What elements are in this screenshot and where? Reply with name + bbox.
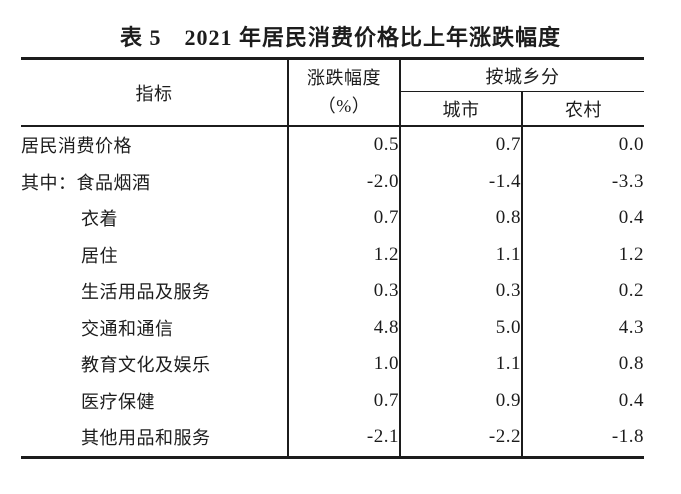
change-pct-cell: 4.8: [288, 309, 401, 346]
rural-cell: 1.2: [618, 243, 644, 265]
row-label: 其他用品和服务: [81, 428, 211, 449]
urban-cell: 5.0: [400, 309, 523, 346]
change-pct-cell: 0.3: [288, 273, 401, 310]
row-label: 教育文化及娱乐: [81, 355, 211, 376]
row-label: 居住: [81, 245, 118, 266]
indicator-cell: 生活用品及服务: [21, 273, 289, 310]
header-row-1: 指标 涨跌幅度 （%） 按城乡分: [21, 58, 644, 127]
table-row: 教育文化及娱乐 1.0 1.1 0.8: [21, 346, 644, 383]
header-row-2: 城市 农村: [21, 91, 644, 127]
change-pct-cell: -2.1: [288, 419, 401, 457]
table-title: 表 5 2021 年居民消费价格比上年涨跌幅度: [119, 25, 561, 50]
rural-cell: -1.8: [611, 426, 644, 448]
rural-cell: 0.2: [618, 280, 644, 302]
table-row: 其中：食品烟酒 -2.0 -1.4 -3.3: [21, 163, 644, 200]
urban-cell: 1.1: [400, 346, 523, 383]
indicator-cell: 其中：食品烟酒: [21, 163, 289, 200]
col-header-change-pct: 涨跌幅度 （%）: [288, 58, 401, 127]
urban-cell: 0.8: [400, 200, 523, 237]
row-label: 医疗保健: [81, 391, 155, 412]
table-row: 医疗保健 0.7 0.9 0.4: [21, 382, 644, 419]
change-pct-cell: 1.2: [288, 236, 401, 273]
indicator-cell: 居民消费价格: [21, 126, 289, 164]
row-label: 食品烟酒: [76, 172, 151, 193]
indicator-cell: 医疗保健: [21, 382, 289, 419]
row-prefix: 其中：: [21, 172, 77, 193]
col-header-change-pct-line1: 涨跌幅度: [307, 67, 381, 88]
indicator-cell: 其他用品和服务: [21, 419, 289, 457]
table-row: 其他用品和服务 -2.1 -2.2 -1.8: [21, 419, 644, 457]
urban-cell: 1.1: [400, 236, 523, 273]
col-header-change-pct-line2: （%）: [317, 95, 371, 116]
urban-cell: -2.2: [400, 419, 523, 457]
rural-cell: 0.4: [618, 389, 644, 411]
change-pct-cell: 1.0: [288, 346, 401, 383]
table-row: 交通和通信 4.8 5.0 4.3: [21, 309, 644, 346]
row-label: 生活用品及服务: [81, 282, 211, 303]
urban-cell: -1.4: [400, 163, 523, 200]
rural-cell: 0.8: [618, 353, 644, 375]
table-row: 生活用品及服务 0.3 0.3 0.2: [21, 273, 644, 310]
table-header: 指标 涨跌幅度 （%） 按城乡分 城市 农村: [21, 58, 644, 127]
col-header-rural: 农村: [522, 91, 644, 127]
cpi-table: 指标 涨跌幅度 （%） 按城乡分 城市 农村 居民消费价格 0.5 0.7 0.…: [21, 57, 644, 459]
rural-cell: 0.4: [618, 207, 644, 229]
table-row: 衣着 0.7 0.8 0.4: [21, 200, 644, 237]
indicator-cell: 衣着: [21, 200, 289, 237]
urban-cell: 0.7: [400, 126, 523, 164]
urban-cell: 0.9: [400, 382, 523, 419]
table-row: 居民消费价格 0.5 0.7 0.0: [21, 126, 644, 164]
row-label: 居民消费价格: [21, 136, 132, 157]
rural-cell: 0.0: [618, 134, 644, 156]
col-header-urban: 城市: [400, 91, 523, 127]
col-header-group-by-urban-rural: 按城乡分: [400, 58, 644, 92]
table-body: 居民消费价格 0.5 0.7 0.0 其中：食品烟酒 -2.0 -1.4 -3.…: [21, 126, 644, 457]
indicator-cell: 交通和通信: [21, 309, 289, 346]
change-pct-cell: 0.7: [288, 200, 401, 237]
indicator-cell: 教育文化及娱乐: [21, 346, 289, 383]
urban-cell: 0.3: [400, 273, 523, 310]
change-pct-cell: 0.7: [288, 382, 401, 419]
col-header-indicator: 指标: [21, 58, 289, 127]
rural-cell: 4.3: [618, 316, 644, 338]
row-label: 交通和通信: [81, 318, 174, 339]
change-pct-cell: 0.5: [288, 126, 401, 164]
rural-cell: -3.3: [611, 170, 644, 192]
change-pct-cell: -2.0: [288, 163, 401, 200]
row-label: 衣着: [81, 209, 118, 230]
table-row: 居住 1.2 1.1 1.2: [21, 236, 644, 273]
indicator-cell: 居住: [21, 236, 289, 273]
